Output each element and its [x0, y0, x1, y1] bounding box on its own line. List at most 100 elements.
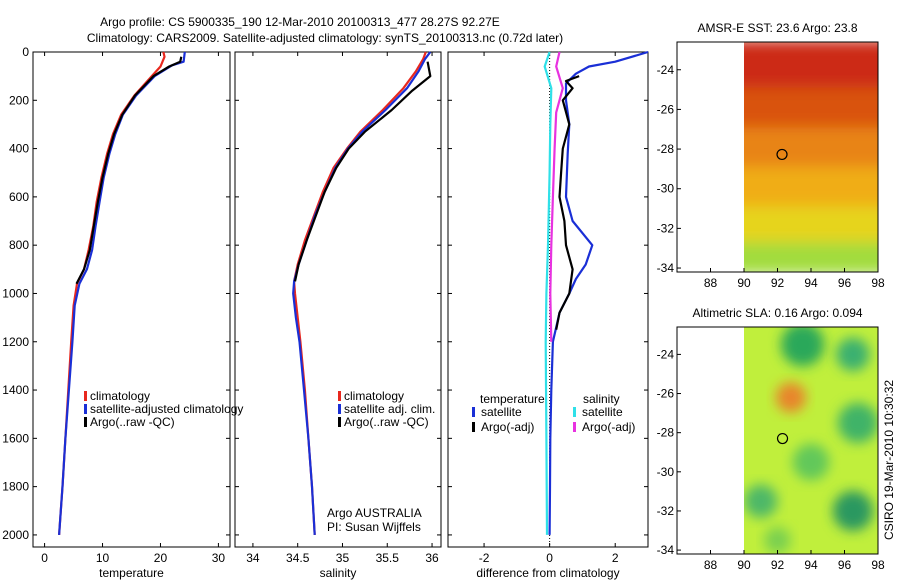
difference-series-temp-argo — [555, 75, 580, 330]
depth-tick-label: 1200 — [2, 335, 29, 349]
salinity-xtick-label: 34.5 — [286, 551, 310, 565]
depth-tick-label: 800 — [9, 238, 29, 252]
difference-legend-label: satellite — [582, 405, 623, 419]
sla-map-xtick-label: 88 — [704, 558, 718, 572]
sla-map-field — [744, 327, 878, 554]
depth-tick-label: 200 — [9, 93, 29, 107]
sst-map-xtick-label: 98 — [871, 276, 885, 290]
temperature-xtick-label: 0 — [41, 551, 48, 565]
depth-tick-label: 400 — [9, 142, 29, 156]
sst-map-xtick-label: 96 — [838, 276, 852, 290]
temperature-xtick-label: 10 — [96, 551, 110, 565]
salinity-xlabel: salinity — [320, 566, 357, 580]
sst-map-ytick-label: -26 — [657, 102, 675, 116]
sst-map-field — [744, 42, 878, 272]
salinity-legend-swatch — [338, 404, 341, 414]
sst-map-float-marker — [776, 148, 788, 161]
sst-map-panel: AMSR-E SST: 23.6 Argo: 23.8 88 90 92 94 96 98 -… — [657, 21, 885, 290]
sst-map-band — [744, 242, 878, 272]
sla-map-ytick-label: -30 — [657, 465, 675, 479]
salinity-legend-label: climatology — [344, 389, 404, 403]
difference-legend-title-temperature: temperature — [480, 392, 545, 406]
depth-tick-label: 0 — [22, 45, 29, 59]
sst-map-ytick-label: -24 — [657, 63, 675, 77]
timestamp-side-label: CSIRO 19-Mar-2010 10:30:32 — [882, 380, 896, 540]
sla-map-ytick-label: -28 — [657, 426, 675, 440]
sst-map-ytick-label: -30 — [657, 182, 675, 196]
depth-tick-label: 1400 — [2, 383, 29, 397]
sst-map-band — [744, 87, 878, 132]
sst-map-band — [744, 127, 878, 171]
salinity-legend-swatch — [338, 417, 341, 427]
temperature-legend-label: satellite-adjusted climatology — [90, 402, 243, 416]
sst-map-xtick-label: 90 — [737, 276, 751, 290]
difference-xtick-label: 2 — [612, 551, 619, 565]
sla-map-xtick-label: 90 — [737, 558, 751, 572]
temperature-frame — [32, 51, 231, 548]
difference-xtick-label: 0 — [546, 551, 553, 565]
sla-map-blob — [792, 443, 830, 481]
difference-legend-swatch — [472, 407, 475, 417]
salinity-panel: 34 34.5 35 35.5 36 salinity climatologysatelli… — [234, 51, 442, 580]
difference-legend-swatch — [573, 407, 576, 417]
sla-map-blob — [837, 402, 878, 443]
temperature-legend-swatch — [84, 417, 87, 427]
salinity-xtick-label: 35.5 — [376, 551, 400, 565]
temperature-series-climatology — [58, 51, 166, 535]
temperature-series-satellite-adjusted — [58, 51, 186, 535]
salinity-frame — [234, 51, 442, 548]
salinity-xtick-label: 36 — [425, 551, 439, 565]
depth-tick-label: 600 — [9, 190, 29, 204]
depth-tick-label: 1600 — [2, 431, 29, 445]
sla-map-xtick-label: 94 — [804, 558, 818, 572]
sla-map-xtick-label: 92 — [771, 558, 785, 572]
depth-tick-label: 1000 — [2, 286, 29, 300]
difference-frame — [447, 51, 649, 548]
figure-title-line2: Climatology: CARS2009. Satellite-adjuste… — [87, 31, 563, 45]
salinity-legend-swatch — [338, 391, 341, 401]
salinity-xtick-label: 35 — [336, 551, 350, 565]
temperature-legend-swatch — [84, 404, 87, 414]
temperature-series-argo — [75, 56, 183, 285]
difference-series-sal-satellite — [543, 51, 553, 535]
credit-line2: PI: Susan Wijffels — [327, 520, 421, 534]
sst-map-ytick-label: -32 — [657, 221, 675, 235]
temperature-xtick-label: 30 — [212, 551, 226, 565]
temperature-legend-label: climatology — [90, 389, 150, 403]
difference-series-temp-satellite — [548, 50, 649, 535]
sst-map-ytick-label: -28 — [657, 142, 675, 156]
salinity-xtick-label: 34 — [246, 551, 260, 565]
sla-map-float-marker — [776, 432, 789, 445]
temperature-legend-label: Argo(..raw -QC) — [90, 415, 175, 429]
sla-map-blob — [780, 327, 825, 367]
sst-map-title: AMSR-E SST: 23.6 Argo: 23.8 — [697, 21, 857, 35]
difference-legend-label: satellite — [481, 405, 522, 419]
salinity-series-satellite-adjusted — [292, 51, 432, 535]
sst-map-xtick-label: 94 — [804, 276, 818, 290]
salinity-legend-label: satellite adj. clim. — [344, 402, 435, 416]
difference-legend-label: Argo(-adj) — [582, 420, 635, 434]
sst-map-bands — [744, 42, 878, 272]
difference-xlabel: difference from climatology — [476, 566, 619, 580]
sst-map-band — [744, 166, 878, 211]
difference-series-sal-argo — [549, 51, 564, 342]
difference-xtick-label: -2 — [479, 551, 490, 565]
sst-map-band — [744, 42, 878, 92]
sla-map-xtick-label: 96 — [838, 558, 852, 572]
difference-legend-title-salinity: salinity — [583, 392, 620, 406]
salinity-series-argo — [293, 61, 432, 282]
depth-tick-label: 2000 — [2, 528, 29, 542]
sst-map-ytick-label: -34 — [657, 261, 675, 275]
sla-map-xtick-label: 98 — [871, 558, 885, 572]
depth-tick-label: 1800 — [2, 480, 29, 494]
sst-map-band — [744, 206, 878, 247]
sla-map-ytick-label: -24 — [657, 347, 675, 361]
sla-map-ytick-label: -26 — [657, 387, 675, 401]
sla-map-ytick-label: -32 — [657, 504, 675, 518]
temperature-legend-swatch — [84, 391, 87, 401]
temperature-xlabel: temperature — [99, 566, 164, 580]
salinity-legend-label: Argo(..raw -QC) — [344, 415, 429, 429]
sla-map-panel: Altimetric SLA: 0.16 Argo: 0.094 88 90 92 94… — [657, 306, 885, 572]
